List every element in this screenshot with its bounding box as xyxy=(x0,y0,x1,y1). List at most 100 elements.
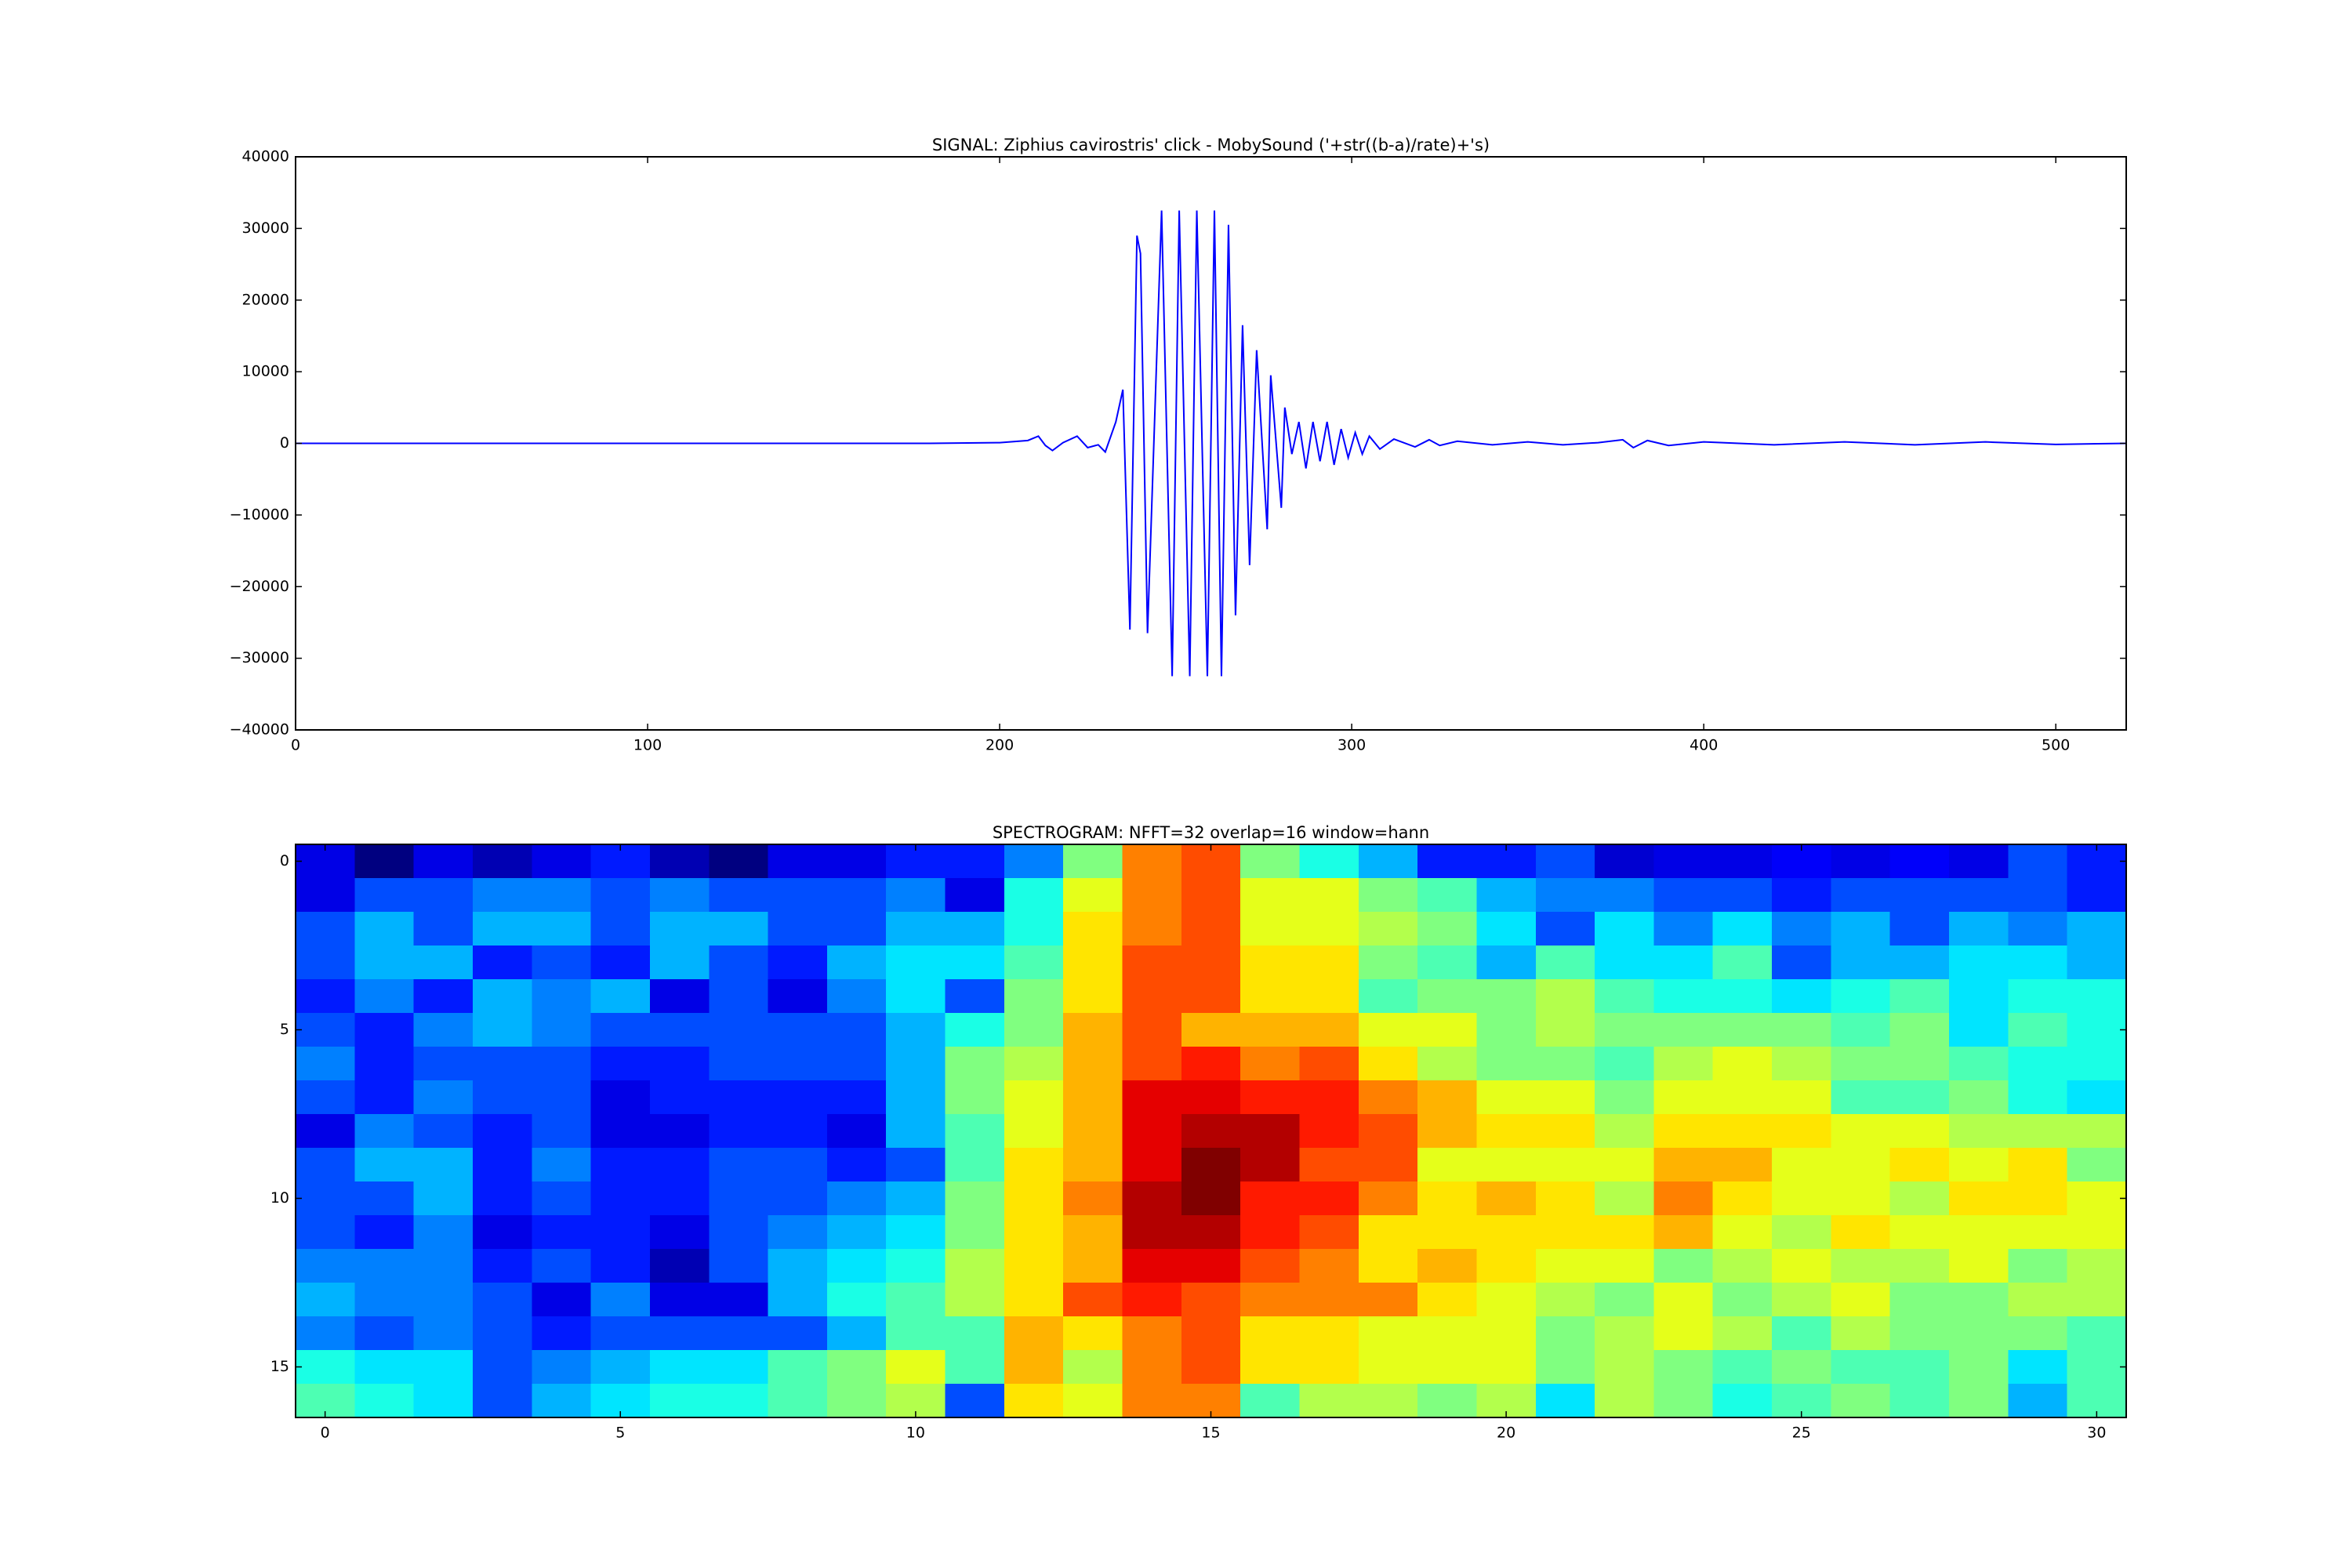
heatmap-cell xyxy=(354,946,415,980)
heatmap-cell xyxy=(354,1047,415,1081)
heatmap-cell xyxy=(1063,1316,1123,1351)
heatmap-cell xyxy=(2008,1249,2068,1283)
heatmap-cell xyxy=(1653,1047,1714,1081)
heatmap-cell xyxy=(1949,1080,2009,1115)
heatmap-cell xyxy=(1358,1384,1418,1418)
heatmap-cell xyxy=(826,1080,887,1115)
heatmap-cell xyxy=(1358,1013,1418,1047)
heatmap-cell xyxy=(1535,1249,1595,1283)
heatmap-cell xyxy=(945,1316,1005,1351)
heatmap-cell xyxy=(1417,1283,1478,1317)
y-tick-label: 10 xyxy=(270,1189,289,1207)
heatmap-cell xyxy=(1653,1215,1714,1250)
heatmap-cell xyxy=(886,1249,946,1283)
heatmap-cell xyxy=(532,1350,592,1385)
x-tick-label: 30 xyxy=(2087,1425,2106,1442)
heatmap-cell xyxy=(649,844,710,879)
heatmap-cell xyxy=(472,844,532,879)
heatmap-cell xyxy=(532,1249,592,1283)
heatmap-cell xyxy=(768,1114,828,1149)
heatmap-cell xyxy=(649,946,710,980)
heatmap-cell xyxy=(945,878,1005,913)
heatmap-cell xyxy=(1889,1181,1950,1216)
heatmap-cell xyxy=(1653,1148,1714,1182)
heatmap-cell xyxy=(2008,1350,2068,1385)
heatmap-cell xyxy=(1181,1114,1241,1149)
heatmap-cell xyxy=(1240,1013,1301,1047)
heatmap-cell xyxy=(1949,844,2009,879)
heatmap-cell xyxy=(472,1350,532,1385)
heatmap-cell xyxy=(472,979,532,1014)
heatmap-cell xyxy=(1122,1215,1182,1250)
heatmap-cell xyxy=(1299,1148,1359,1182)
heatmap-cell xyxy=(413,912,474,946)
heatmap-cell xyxy=(2008,878,2068,913)
heatmap-cell xyxy=(1476,1249,1537,1283)
heatmap-cell xyxy=(1595,878,1655,913)
heatmap-cell xyxy=(472,1148,532,1182)
signal-line xyxy=(296,210,2127,677)
heatmap-cell xyxy=(296,1249,355,1283)
heatmap-cell xyxy=(945,1148,1005,1182)
heatmap-cell xyxy=(1595,1181,1655,1216)
heatmap-cell xyxy=(768,1013,828,1047)
heatmap-cell xyxy=(413,1114,474,1149)
x-tick-label: 15 xyxy=(1201,1425,1220,1442)
heatmap-cell xyxy=(354,1215,415,1250)
heatmap-cell xyxy=(649,1013,710,1047)
heatmap-cell xyxy=(1063,946,1123,980)
heatmap-cell xyxy=(1063,1350,1123,1385)
heatmap-cell xyxy=(1653,946,1714,980)
heatmap-cell xyxy=(945,1283,1005,1317)
heatmap-cell xyxy=(1417,1047,1478,1081)
heatmap-cell xyxy=(826,1350,887,1385)
heatmap-cell xyxy=(709,878,769,913)
heatmap-cell xyxy=(886,1215,946,1250)
heatmap-cell xyxy=(1772,1114,1831,1149)
heatmap-cell xyxy=(945,1013,1005,1047)
heatmap-cell xyxy=(1417,1316,1478,1351)
heatmap-cell xyxy=(1181,878,1241,913)
heatmap-cell xyxy=(886,912,946,946)
x-tick-label: 300 xyxy=(1338,737,1366,754)
heatmap-cell xyxy=(1595,1080,1655,1115)
heatmap-cell xyxy=(590,878,651,913)
heatmap-cell xyxy=(768,1215,828,1250)
heatmap-cell xyxy=(768,979,828,1014)
heatmap-cell xyxy=(945,844,1005,879)
heatmap-cell xyxy=(826,946,887,980)
heatmap-cell xyxy=(1299,1283,1359,1317)
heatmap-cell xyxy=(1122,946,1182,980)
heatmap-cell xyxy=(1004,1148,1064,1182)
heatmap-cell xyxy=(354,1181,415,1216)
heatmap-cell xyxy=(590,946,651,980)
heatmap-cell xyxy=(532,844,592,879)
heatmap-cell xyxy=(1122,1013,1182,1047)
heatmap-cell xyxy=(1889,1148,1950,1182)
heatmap-cell xyxy=(2008,1316,2068,1351)
heatmap-cell xyxy=(649,1114,710,1149)
heatmap-cell xyxy=(1063,1080,1123,1115)
heatmap-cell xyxy=(354,1013,415,1047)
heatmap-cell xyxy=(1181,1013,1241,1047)
heatmap-cell xyxy=(1417,878,1478,913)
heatmap-cell xyxy=(709,946,769,980)
heatmap-cell xyxy=(590,1215,651,1250)
x-tick-label: 0 xyxy=(321,1425,330,1442)
heatmap-cell xyxy=(590,1148,651,1182)
heatmap-cell xyxy=(1417,979,1478,1014)
heatmap-cell xyxy=(1063,979,1123,1014)
heatmap-cell xyxy=(472,912,532,946)
heatmap-cell xyxy=(1949,1114,2009,1149)
chart-title: SPECTROGRAM: NFFT=32 overlap=16 window=h… xyxy=(993,823,1429,842)
heatmap-cell xyxy=(1535,1384,1595,1418)
heatmap-cell xyxy=(649,1047,710,1081)
heatmap-cell xyxy=(1063,1384,1123,1418)
heatmap-cell xyxy=(1949,1316,2009,1351)
heatmap-cell xyxy=(2008,1148,2068,1182)
heatmap-cell xyxy=(1889,979,1950,1014)
heatmap-cell xyxy=(2008,1181,2068,1216)
heatmap-cell xyxy=(590,1080,651,1115)
heatmap-cell xyxy=(826,844,887,879)
heatmap-cell xyxy=(1949,1249,2009,1283)
